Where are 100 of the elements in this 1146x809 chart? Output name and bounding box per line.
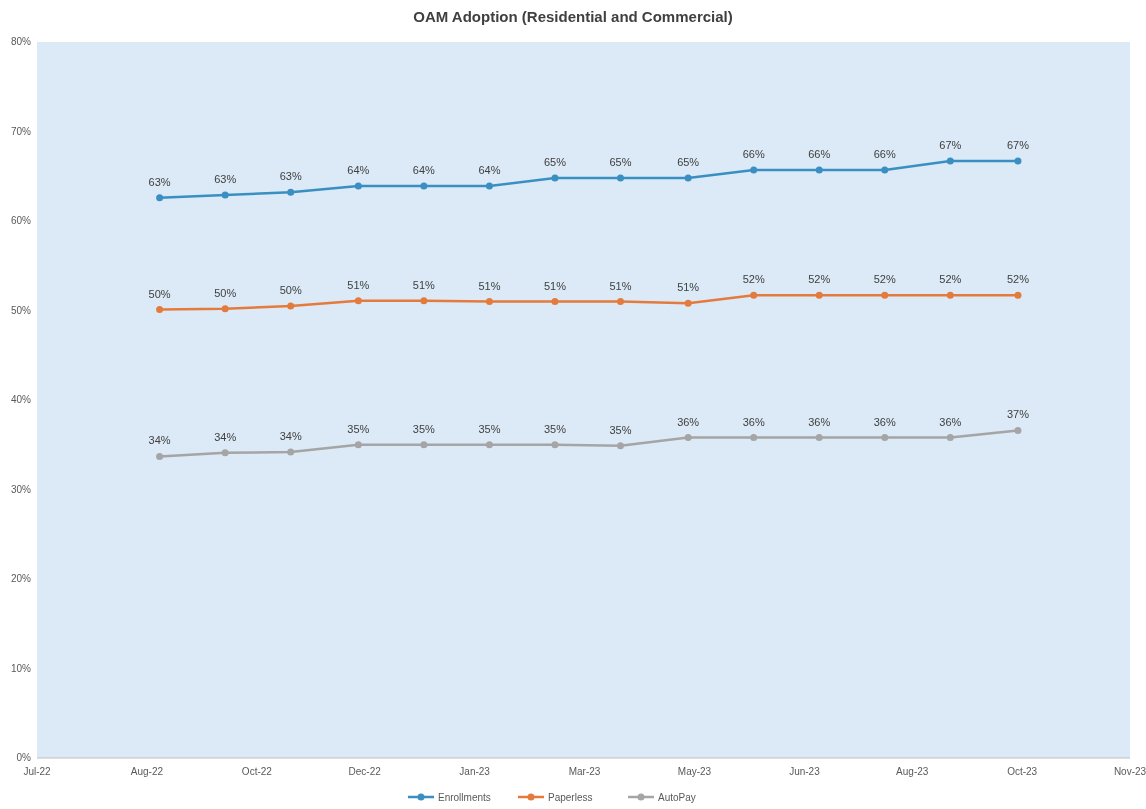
data-label: 65% <box>543 156 567 169</box>
data-label: 63% <box>279 170 302 183</box>
point <box>551 298 559 306</box>
x-tick-label: Jan-23 <box>459 766 491 777</box>
point <box>354 441 362 449</box>
point <box>684 434 692 442</box>
data-label: 63% <box>148 175 171 188</box>
data-label: 35% <box>478 422 501 435</box>
x-tick-label: Nov-23 <box>1113 766 1146 777</box>
data-label: 51% <box>478 279 501 292</box>
point <box>420 441 428 449</box>
data-label: 52% <box>808 273 831 286</box>
data-label: 65% <box>677 156 700 169</box>
point <box>221 449 229 457</box>
data-label: 63% <box>214 173 237 186</box>
point <box>287 302 295 310</box>
x-tick-label: Oct-23 <box>1007 766 1038 777</box>
data-label: 34% <box>279 429 302 442</box>
legend-label: Enrollments <box>438 792 491 803</box>
y-tick-label: 50% <box>10 304 32 316</box>
data-label: 66% <box>742 147 765 160</box>
point <box>946 291 954 299</box>
point <box>485 441 493 449</box>
x-tick-label: Aug-22 <box>130 766 164 777</box>
data-label: 50% <box>279 284 302 297</box>
x-tick-label: Oct-22 <box>241 766 273 777</box>
data-label: 64% <box>478 164 501 177</box>
data-label: 51% <box>543 279 567 292</box>
point <box>485 182 493 190</box>
x-tick-label: Aug-23 <box>896 766 929 777</box>
point <box>750 166 758 174</box>
data-label: 67% <box>939 139 962 152</box>
data-label: 36% <box>808 415 831 428</box>
data-label: 36% <box>873 415 896 428</box>
data-label: 37% <box>1006 408 1030 421</box>
data-label: 67% <box>1006 139 1030 152</box>
point <box>815 291 823 299</box>
point <box>617 442 624 450</box>
x-tick-label: Jun-23 <box>789 766 821 777</box>
point <box>684 174 692 182</box>
point <box>684 299 692 307</box>
point <box>221 191 229 199</box>
data-label: 52% <box>939 273 962 286</box>
point <box>1014 157 1022 165</box>
point <box>287 188 295 196</box>
point <box>617 174 624 182</box>
point <box>750 434 758 442</box>
data-label: 51% <box>677 281 700 294</box>
data-label: 50% <box>148 287 171 300</box>
point <box>1014 426 1022 434</box>
y-tick-label: 70% <box>10 125 32 137</box>
data-label: 36% <box>677 415 700 428</box>
data-label: 34% <box>148 434 171 447</box>
data-label: 52% <box>873 273 896 286</box>
legend-label: Paperless <box>548 792 593 803</box>
y-tick-label: 10% <box>10 662 32 674</box>
point <box>881 291 889 299</box>
point <box>617 298 624 306</box>
data-label: 65% <box>609 156 632 169</box>
chart-title: OAM Adoption (Residential and Commercial) <box>413 8 733 25</box>
data-label: 35% <box>412 422 436 435</box>
y-tick-label: 20% <box>10 573 32 585</box>
data-label: 36% <box>939 415 962 428</box>
data-label: 66% <box>808 147 831 160</box>
data-label: 35% <box>347 422 370 435</box>
data-label: 35% <box>543 422 567 435</box>
data-label: 35% <box>609 423 632 436</box>
x-tick-label: May-23 <box>677 766 712 777</box>
x-tick-label: Mar-23 <box>568 766 601 777</box>
data-label: 64% <box>412 164 436 177</box>
y-tick-label: 40% <box>10 394 32 406</box>
point <box>156 452 164 460</box>
y-tick-label: 80% <box>10 36 32 48</box>
point <box>1014 291 1022 299</box>
data-label: 50% <box>214 286 237 299</box>
point <box>287 448 295 456</box>
x-tick-label: Dec-22 <box>348 766 382 777</box>
data-label: 51% <box>412 278 436 291</box>
data-label: 52% <box>742 273 765 286</box>
point <box>881 166 889 174</box>
data-label: 34% <box>214 430 237 443</box>
point <box>156 194 164 202</box>
data-label: 66% <box>873 147 896 160</box>
data-label: 51% <box>347 278 370 291</box>
point <box>815 434 823 442</box>
point <box>420 297 428 305</box>
y-tick-label: 30% <box>10 483 32 495</box>
data-label: 52% <box>1006 273 1030 286</box>
legend-label: AutoPay <box>658 792 696 803</box>
data-label: 64% <box>347 164 370 177</box>
x-tick-label: Jul-22 <box>23 766 52 777</box>
point <box>881 434 889 442</box>
y-tick-label: 0% <box>16 752 32 764</box>
point <box>750 291 758 299</box>
y-tick-label: 60% <box>10 215 32 227</box>
point <box>420 182 428 190</box>
point <box>551 174 559 182</box>
point <box>354 182 362 190</box>
point <box>221 305 229 313</box>
point <box>946 434 954 442</box>
